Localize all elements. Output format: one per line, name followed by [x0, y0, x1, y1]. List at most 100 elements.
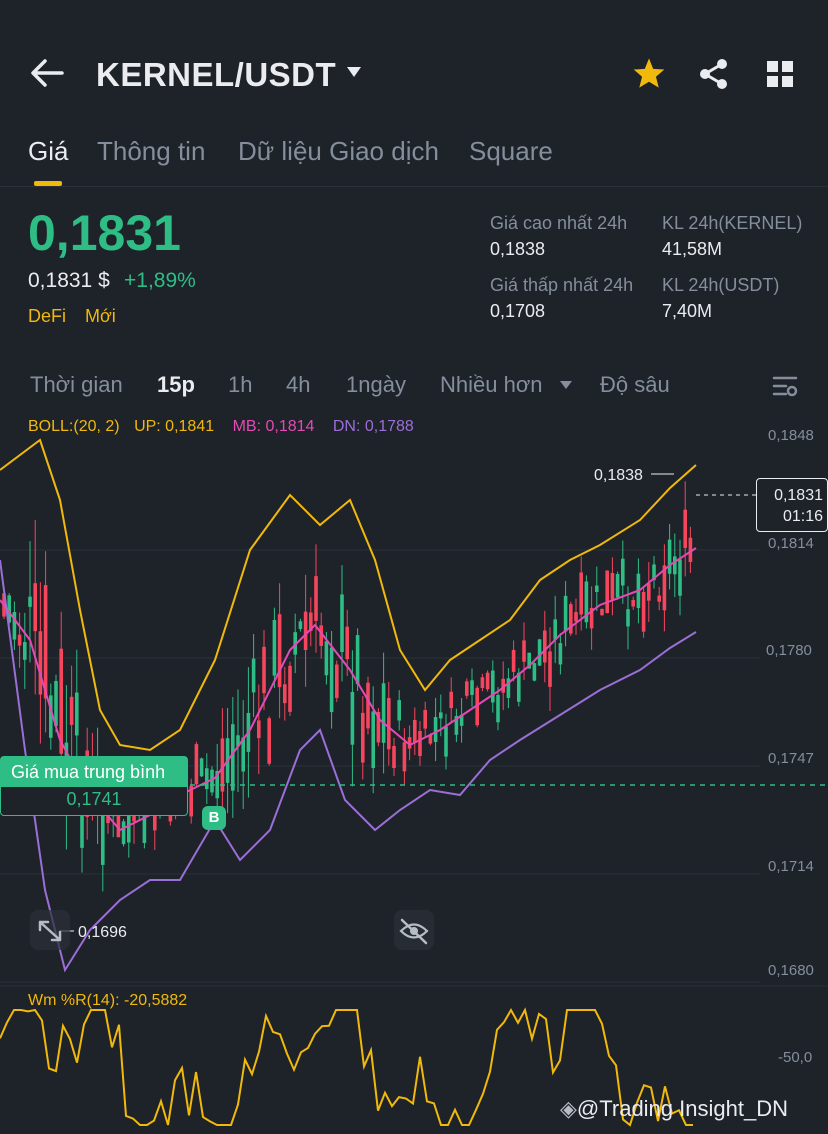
williams-r-label: Wm %R(14): -20,5882 — [28, 992, 188, 1009]
candle-body — [80, 815, 84, 848]
tab-info[interactable]: Thông tin — [97, 136, 206, 166]
tab-trading-data[interactable]: Dữ liệu Giao dịch — [238, 136, 439, 166]
arrow-left-icon[interactable] — [30, 58, 64, 88]
candle-body — [626, 609, 630, 627]
candle-body — [444, 726, 448, 757]
bollinger-bands — [0, 438, 697, 973]
candle-body — [605, 570, 609, 614]
candle-body — [231, 724, 235, 791]
candle-body — [329, 647, 334, 713]
candle-body — [298, 621, 303, 629]
candle-body — [678, 559, 682, 596]
candle-body — [272, 620, 277, 676]
price-change: +1,89% — [124, 269, 196, 292]
candle-body — [283, 684, 287, 704]
vol-base-label: KL 24h(KERNEL) — [662, 213, 803, 233]
candle-body — [657, 595, 661, 602]
interval-more[interactable]: Nhiều hơn — [440, 372, 543, 397]
price-usd: 0,1831 $ — [28, 269, 110, 292]
tag-defi[interactable]: DeFi — [28, 306, 67, 326]
pair-title[interactable]: KERNEL/USDT — [96, 56, 337, 93]
avg-buy-price-box[interactable]: Giá mua trung bình 0,1741 — [0, 756, 188, 816]
candle-body — [215, 771, 219, 799]
candle-body — [101, 815, 105, 865]
candlestick-chart[interactable]: 0,1838 0,1696 0,1848 0,1814 0,1780 0,174… — [0, 410, 828, 1134]
candle-body — [615, 573, 620, 598]
y-tick: 0,1848 — [768, 427, 814, 444]
candle-body — [537, 639, 542, 666]
last-price: 0,1831 — [28, 205, 181, 261]
chart-settings-icon[interactable] — [772, 374, 798, 400]
avg-buy-price-label: Giá mua trung bình — [1, 757, 187, 787]
candle-body — [220, 738, 225, 792]
header-bar: KERNEL/USDT — [0, 0, 828, 130]
candle-body — [501, 678, 505, 693]
candle-body — [459, 714, 464, 726]
tab-square[interactable]: Square — [469, 136, 553, 166]
candle-body — [43, 585, 48, 699]
boll-upper-band — [0, 438, 697, 752]
caret-down-icon[interactable] — [346, 66, 362, 78]
tab-price[interactable]: Giá — [28, 136, 69, 166]
candle-body — [168, 810, 173, 822]
buy-badge[interactable]: B — [202, 806, 226, 830]
eye-off-icon[interactable] — [394, 910, 434, 950]
boll-mb: MB: 0,1814 — [232, 418, 315, 435]
williams-r-line — [0, 1007, 693, 1127]
star-icon[interactable] — [632, 57, 666, 89]
boll-up: UP: 0,1841 — [134, 418, 215, 435]
interval-15m[interactable]: 15p — [157, 372, 195, 397]
high-24h-label: Giá cao nhất 24h — [490, 213, 628, 233]
candle-body — [17, 634, 22, 646]
candle-body — [454, 715, 459, 735]
interval-1d[interactable]: 1ngày — [346, 372, 406, 397]
caret-down-icon[interactable] — [559, 380, 573, 390]
divider — [0, 186, 828, 187]
expand-icon[interactable] — [30, 910, 70, 950]
candle-body — [257, 720, 261, 739]
candle-body — [127, 804, 131, 843]
interval-4h[interactable]: 4h — [286, 372, 311, 397]
candle-body — [12, 611, 17, 640]
interval-bar: Thời gian 15p 1h 4h 1ngày Nhiều hơn Độ s… — [0, 372, 828, 404]
grid-icon[interactable] — [766, 60, 794, 88]
candle-body — [189, 785, 193, 817]
candle-body — [506, 678, 511, 698]
candle-body — [7, 595, 11, 623]
candle-body — [340, 594, 344, 653]
candle-body — [496, 695, 500, 723]
high-marker: 0,1838 — [594, 467, 643, 484]
vol-base-value: 41,58M — [662, 239, 723, 259]
current-price: 0,1831 — [774, 487, 823, 504]
candle-body — [335, 664, 339, 698]
watermark: ◈@Trading Insight_DN — [560, 1096, 788, 1121]
candle-body — [621, 558, 625, 586]
candle-body — [288, 665, 292, 712]
williams-r-path — [0, 1007, 693, 1127]
boll-legend: BOLL:(20, 2) UP: 0,1841 MB: 0,1814 DN: 0… — [28, 418, 414, 436]
candle-body — [277, 614, 282, 688]
candle-body — [54, 681, 58, 727]
candle-body — [381, 683, 386, 743]
candle-body — [688, 537, 693, 562]
share-icon[interactable] — [698, 58, 730, 90]
candle-body — [475, 687, 479, 726]
candle-body — [303, 611, 308, 650]
tag-new[interactable]: Mới — [85, 306, 116, 326]
candle-body — [433, 716, 438, 743]
candle-body — [522, 640, 526, 662]
avg-buy-price-value: 0,1741 — [66, 789, 122, 809]
candle-body — [28, 596, 32, 607]
interval-1h[interactable]: 1h — [228, 372, 253, 397]
interval-time[interactable]: Thời gian — [30, 372, 123, 397]
diamond-icon: ◈ — [560, 1096, 577, 1121]
boll-middle-band — [0, 547, 697, 832]
interval-depth[interactable]: Độ sâu — [600, 372, 670, 397]
candle-body — [402, 742, 407, 772]
candle-body — [392, 745, 396, 769]
candle-body — [69, 696, 74, 725]
candle-body — [199, 758, 204, 777]
candle-body — [267, 718, 271, 764]
candle-body — [610, 572, 615, 600]
candle-body — [595, 585, 599, 592]
